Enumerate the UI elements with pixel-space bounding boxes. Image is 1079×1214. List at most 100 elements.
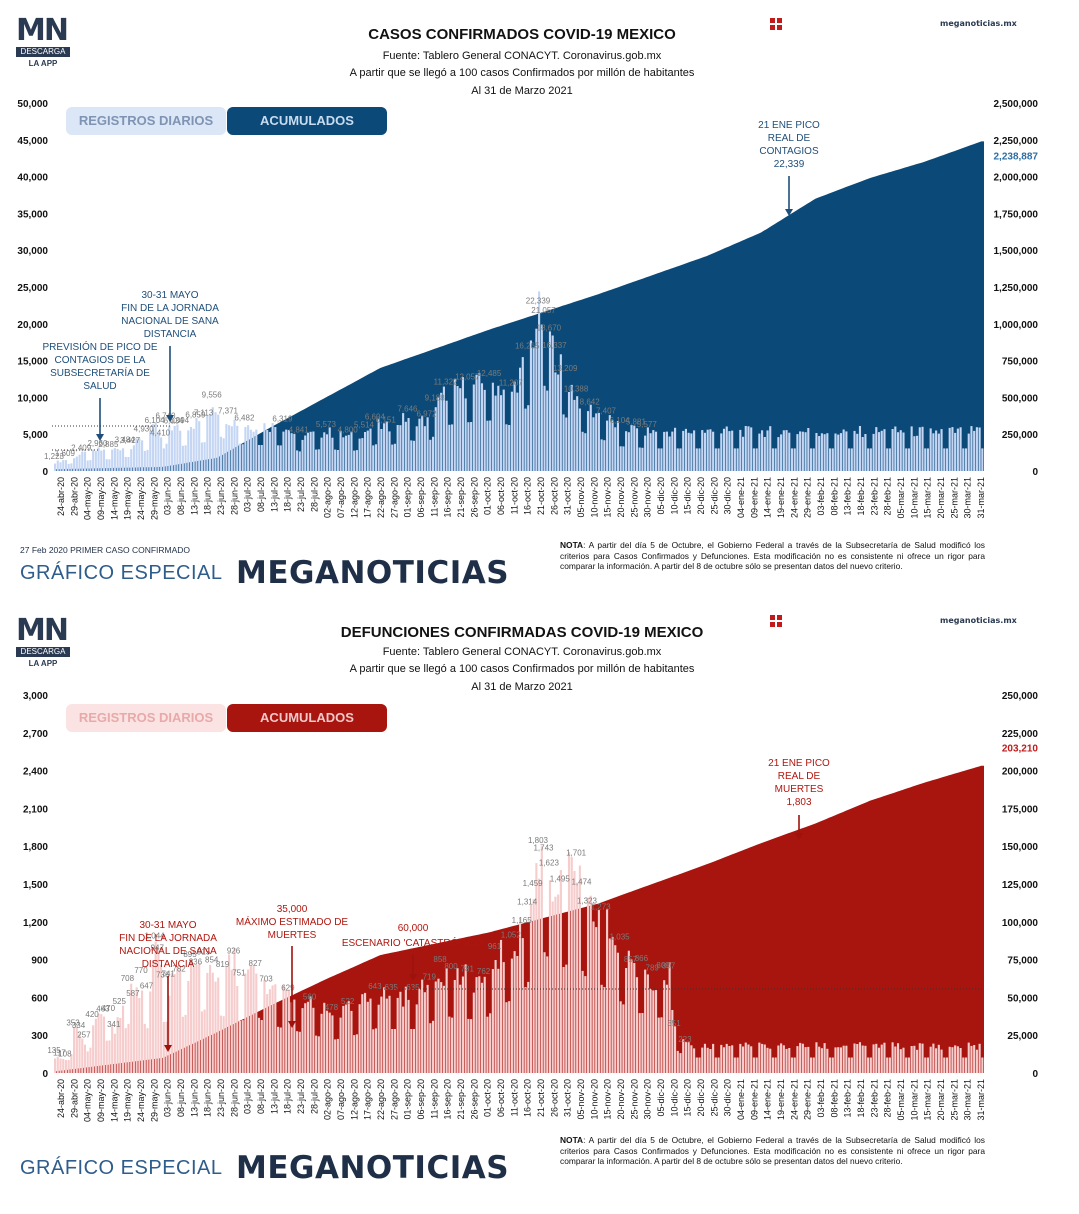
daily-bar <box>608 415 611 471</box>
daily-bar <box>67 1059 70 1073</box>
daily-bar <box>731 430 734 471</box>
daily-bar <box>78 1033 81 1073</box>
y-left-tick: 0 <box>42 467 48 478</box>
daily-bar <box>396 997 399 1073</box>
x-tick-label: 14-may-20 <box>109 1079 119 1122</box>
daily-bar <box>562 414 565 471</box>
site-link[interactable]: meganoticias.mx <box>940 19 1017 28</box>
bar-value-label: 420 <box>85 1010 99 1019</box>
daily-bar <box>709 1049 712 1073</box>
grid-icon[interactable] <box>770 18 782 30</box>
daily-bar <box>597 910 600 1073</box>
daily-bar <box>641 1013 644 1073</box>
daily-bar <box>102 449 106 471</box>
tab-acumulados[interactable]: ACUMULADOS <box>227 107 387 135</box>
logo[interactable]: MN DESCARGA LA APP <box>16 16 70 68</box>
daily-bar <box>325 1010 329 1073</box>
daily-bar <box>861 1045 864 1073</box>
x-tick-label: 11-oct-20 <box>509 1079 519 1116</box>
y-left-tick: 600 <box>31 993 48 1004</box>
annotation-text: REAL DE <box>778 771 821 782</box>
daily-bar <box>899 1049 902 1073</box>
x-tick-label: 09-may-20 <box>96 1079 106 1122</box>
annotation-arrowhead <box>166 415 174 422</box>
bar-value-label: 781 <box>461 965 475 974</box>
x-tick-label: 25-nov-20 <box>629 1079 639 1120</box>
chart-date: Al 31 de Marzo 2021 <box>471 85 573 97</box>
daily-bar <box>907 1057 910 1073</box>
x-tick-label: 04-ene-21 <box>736 1079 746 1120</box>
daily-bar <box>434 981 437 1073</box>
x-tick-label: 23-jul-20 <box>296 477 306 512</box>
daily-bar <box>189 427 193 471</box>
chart-title: DEFUNCIONES CONFIRMADAS COVID-19 MEXICO <box>340 624 704 641</box>
daily-bar <box>453 378 456 471</box>
tab-registros-diarios[interactable]: REGISTROS DIARIOS <box>66 704 226 732</box>
x-tick-label: 08-jun-20 <box>176 1079 186 1117</box>
x-tick-label: 02-ago-20 <box>323 477 333 518</box>
daily-bar <box>247 969 250 1073</box>
bar-value-label: 6,094 <box>169 416 190 425</box>
x-tick-label: 30-dic-20 <box>723 1079 733 1117</box>
daily-bar <box>252 966 255 1073</box>
daily-bar <box>567 392 571 471</box>
daily-bar <box>431 1020 435 1073</box>
x-tick-label: 18-jul-20 <box>283 1079 293 1114</box>
daily-bar <box>364 432 367 471</box>
daily-bar <box>853 430 856 471</box>
daily-bar <box>151 424 155 471</box>
y-right-tick: 25,000 <box>1007 1031 1038 1042</box>
daily-bar <box>758 1042 761 1073</box>
daily-bar <box>815 1042 818 1073</box>
daily-bar <box>524 987 527 1073</box>
grid-icon[interactable] <box>770 615 782 627</box>
logo[interactable]: MN DESCARGA LA APP <box>16 616 70 668</box>
daily-bar <box>70 463 73 471</box>
daily-bar <box>342 437 345 471</box>
x-tick-label: 16-oct-20 <box>523 1079 533 1117</box>
site-link[interactable]: meganoticias.mx <box>940 616 1017 625</box>
daily-bar <box>801 431 804 471</box>
daily-bar <box>557 894 560 1073</box>
daily-bar <box>554 896 557 1073</box>
y-right-tick: 200,000 <box>1002 767 1039 778</box>
bar-value-label: 353 <box>66 1019 80 1028</box>
daily-bar <box>334 1039 337 1073</box>
daily-bar <box>173 974 176 1073</box>
daily-bar <box>287 430 290 471</box>
daily-bar <box>888 1057 891 1073</box>
daily-bar <box>845 1045 848 1073</box>
daily-bar <box>160 964 163 1073</box>
daily-bar <box>486 1016 489 1073</box>
annotation-text: 60,000 <box>398 923 429 934</box>
chart-subtitle: A partir que se llegó a 100 casos Confir… <box>349 67 695 79</box>
bar-value-label: 836 <box>189 958 203 967</box>
daily-bar <box>426 984 429 1073</box>
daily-bar <box>339 1017 342 1073</box>
daily-bar <box>741 436 745 471</box>
x-tick-label: 19-may-20 <box>123 1079 133 1122</box>
daily-bar <box>372 445 375 471</box>
daily-bar <box>62 460 65 471</box>
y-left-tick: 2,700 <box>23 729 48 740</box>
daily-bar <box>418 418 421 471</box>
tab-acumulados[interactable]: ACUMULADOS <box>227 704 387 732</box>
daily-bar <box>916 1049 919 1073</box>
daily-bar <box>565 964 568 1073</box>
daily-bar <box>839 1047 842 1073</box>
annotation-text: ESCENARIO 'CATASTRÓFICO' <box>342 936 484 949</box>
bar-value-label: 525 <box>113 997 127 1006</box>
daily-bar <box>203 442 206 471</box>
chart-panel-deaths: MN DESCARGA LA APP DEFUNCIONES CONFIRMAD… <box>2 604 1045 1192</box>
tab-registros-diarios[interactable]: REGISTROS DIARIOS <box>66 107 226 135</box>
annotation-text: FIN DE LA JORNADA <box>121 303 219 314</box>
chart-panel-cases: MN DESCARGA LA APP CASOS CONFIRMADOS COV… <box>2 4 1045 594</box>
brand-grafico-especial: GRÁFICO ESPECIAL <box>20 1157 223 1179</box>
daily-bar <box>690 1045 693 1073</box>
daily-bar <box>238 443 242 471</box>
daily-bar <box>614 427 617 471</box>
daily-bar <box>796 434 799 471</box>
daily-bar <box>486 420 489 471</box>
daily-bar <box>157 951 160 1073</box>
daily-bar <box>818 436 821 471</box>
